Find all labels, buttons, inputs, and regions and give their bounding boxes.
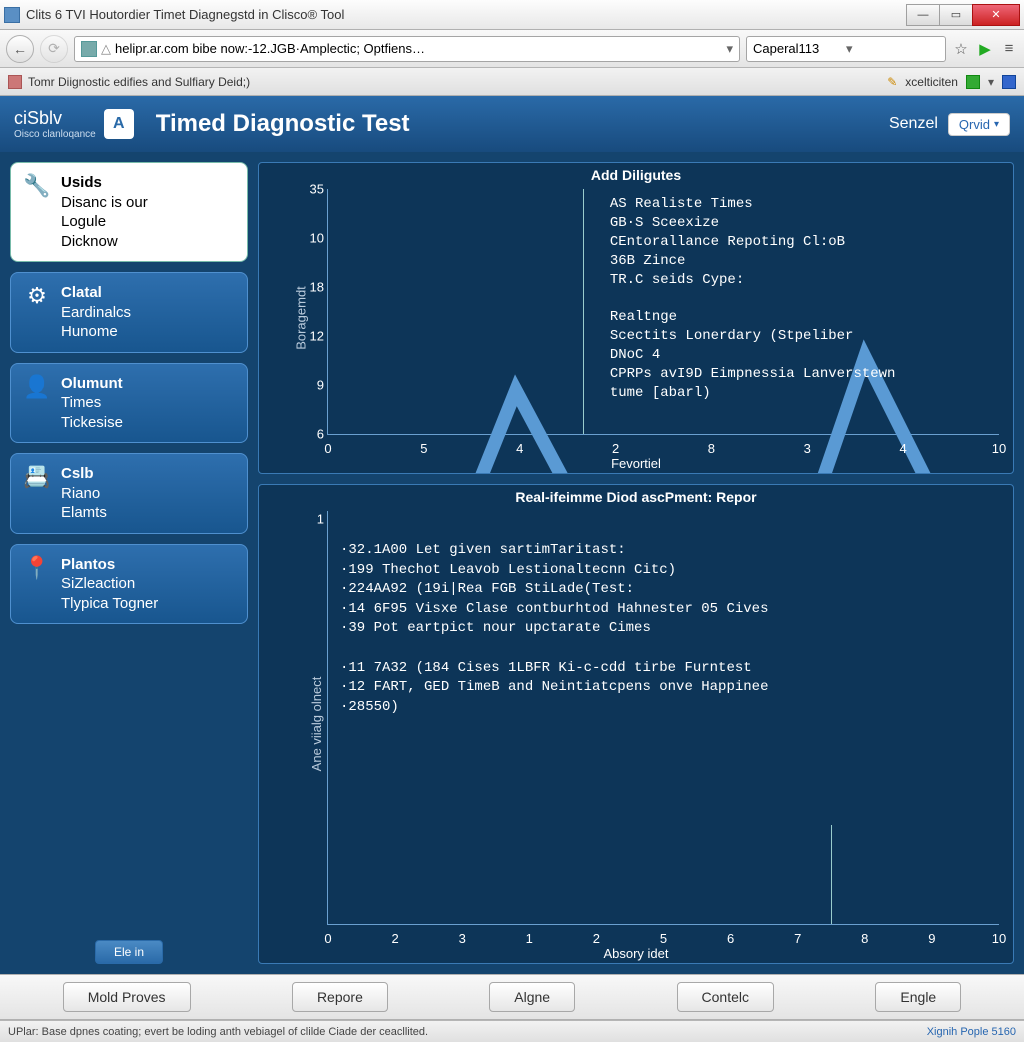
sidebar: 🔧 Usids Disanc is our Logule Dicknow ⚙ C… [10,162,248,964]
favorite-icon[interactable]: ☆ [952,40,970,58]
status-left: UPlar: Base dpnes coating; evert be lodi… [8,1026,428,1038]
user-label[interactable]: Senzel [889,115,938,133]
vertical-marker [583,189,584,434]
lower-chart-panel: Real-ifeimme Diod ascPment: Repor Ane vi… [258,484,1014,964]
logo-badge: A [104,109,134,139]
tab-label[interactable]: Tomr Diignostic edifies and Sulfiary Dei… [28,75,250,89]
btn-mold-proves[interactable]: Mold Proves [63,982,191,1012]
vertical-marker-lower [831,825,832,924]
blue-badge-icon[interactable] [1002,75,1016,89]
calendar-icon: 📇 [23,464,51,523]
pin-icon: 📍 [23,555,51,614]
lower-chart-title: Real-ifeimme Diod ascPment: Repor [515,489,756,505]
tabright-icon: ✎ [887,75,897,89]
status-right: Xignih Pople 5160 [927,1026,1016,1038]
tabright-label[interactable]: xcelticiten [905,75,958,89]
search-box[interactable]: Caperal113 ▾ [746,36,946,62]
btn-algne[interactable]: Algne [489,982,575,1012]
gear-icon: ⚙ [23,283,51,342]
back-button[interactable]: ← [6,35,34,63]
menu-icon[interactable]: ≡ [1000,40,1018,58]
btn-contelc[interactable]: Contelc [677,982,774,1012]
btn-repore[interactable]: Repore [292,982,388,1012]
tab-favicon [8,75,22,89]
logo-text: ciSblv [14,108,96,129]
upper-overlay-text: AS Realiste Times GB·S Sceexize CEntoral… [610,195,896,403]
sidebar-card-cslb[interactable]: 📇 Cslb Riano Elamts [10,453,248,534]
lower-log-text: ·32.1A00 Let given sartimTaritast: ·199 … [340,541,768,717]
sidebar-card-olumunt[interactable]: 👤 Olumunt Times Tickesise [10,363,248,444]
sidebar-card-usids[interactable]: 🔧 Usids Disanc is our Logule Dicknow [10,162,248,262]
wrench-icon: 🔧 [23,173,51,251]
close-button[interactable]: ✕ [972,4,1020,26]
header-dropdown[interactable]: Qrvid [948,113,1010,136]
maximize-button[interactable]: ▭ [939,4,973,26]
forward-button[interactable]: ⟳ [40,35,68,63]
url-text: helipr.ar.com bibe now:-12.JGB·Amplectic… [115,41,722,56]
sidebar-card-plantos[interactable]: 📍 Plantos SiZleaction Tlypica Togner [10,544,248,625]
app-icon [4,7,20,23]
upper-chart-title: Add Diligutes [591,167,681,183]
logo-subtitle: Oisco clanloqance [14,129,96,140]
app-header: ciSblv Oisco clanloqance A Timed Diagnos… [0,96,1024,152]
minimize-button[interactable]: — [906,4,940,26]
elein-button[interactable]: Ele in [95,940,163,964]
upper-chart-panel: Add Diligutes Boragemdt Fevortiel AS Rea… [258,162,1014,474]
main-pane: Add Diligutes Boragemdt Fevortiel AS Rea… [258,162,1014,964]
person-icon: 👤 [23,374,51,433]
bottom-button-bar: Mold Proves Repore Algne Contelc Engle [0,974,1024,1020]
btn-engle[interactable]: Engle [875,982,961,1012]
page-title: Timed Diagnostic Test [156,110,889,138]
page-icon [81,41,97,57]
dropdown-icon[interactable]: ▾ [988,75,994,89]
url-box[interactable]: △ helipr.ar.com bibe now:-12.JGB·Amplect… [74,36,740,62]
lower-ylabel: Ane viialg olnect [309,677,324,772]
window-title: Clits 6 TVI Houtordier Timet Diagnegstd … [26,7,907,22]
lower-xlabel: Absory idet [603,946,668,961]
window-titlebar: Clits 6 TVI Houtordier Timet Diagnegstd … [0,0,1024,30]
app-body: 🔧 Usids Disanc is our Logule Dicknow ⚙ C… [0,152,1024,974]
play-icon[interactable]: ▶ [976,40,994,58]
search-text: Caperal113 [753,41,846,56]
tab-bar: Tomr Diignostic edifies and Sulfiary Dei… [0,68,1024,96]
status-bar: UPlar: Base dpnes coating; evert be lodi… [0,1020,1024,1042]
sidebar-card-clatal[interactable]: ⚙ Clatal Eardinalcs Hunome [10,272,248,353]
browser-navbar: ← ⟳ △ helipr.ar.com bibe now:-12.JGB·Amp… [0,30,1024,68]
green-badge-icon[interactable] [966,75,980,89]
